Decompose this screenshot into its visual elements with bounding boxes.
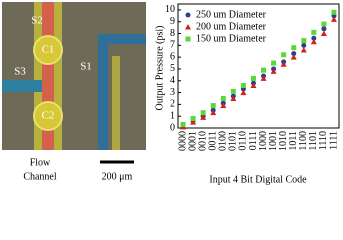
point [250, 75, 256, 81]
caption: Flow [30, 157, 51, 168]
label: C1 [42, 44, 55, 56]
y-tick-label: 5 [170, 63, 175, 74]
x-tick-label: 0110 [238, 131, 249, 151]
point [331, 9, 337, 15]
x-tick-label: 1001 [268, 131, 279, 151]
channel [98, 34, 146, 44]
point [321, 21, 327, 27]
point [321, 26, 327, 32]
point [270, 68, 277, 74]
point [210, 103, 216, 109]
point [320, 30, 327, 37]
scale-label: 200 μm [102, 171, 133, 182]
point [200, 114, 207, 120]
legend-marker [185, 12, 191, 18]
point [280, 61, 287, 67]
y-tick-label: 10 [165, 4, 175, 15]
point [220, 95, 226, 101]
point [220, 102, 227, 109]
point [311, 29, 317, 35]
point [230, 88, 236, 94]
point [301, 42, 307, 48]
x-tick-label: 0111 [248, 131, 259, 150]
point [310, 38, 317, 45]
x-tick-label: 1101 [308, 131, 319, 151]
x-tick-label: 1011 [288, 131, 299, 151]
x-tick-label: 1110 [318, 131, 329, 150]
point [250, 82, 257, 88]
x-tick-label: 0100 [218, 131, 229, 151]
y-axis-title: Output Pressure (psi) [154, 26, 165, 111]
legend-marker [185, 24, 191, 30]
point [291, 45, 297, 51]
photo-background [2, 2, 146, 150]
x-tick-label: 0000 [177, 131, 188, 151]
y-tick-label: 6 [170, 51, 175, 62]
x-tick-label: 0001 [187, 131, 198, 151]
channel [98, 34, 108, 150]
point [230, 95, 237, 101]
point [311, 35, 317, 41]
x-tick-label: 0101 [228, 131, 239, 151]
point [300, 47, 307, 53]
legend-label: 150 um Diameter [196, 33, 267, 44]
y-tick-label: 8 [170, 28, 175, 39]
x-tick-label: 1100 [298, 131, 309, 151]
y-tick-label: 3 [170, 87, 175, 98]
point [260, 75, 267, 81]
point [290, 54, 297, 60]
point [261, 67, 267, 73]
channel [2, 80, 42, 92]
label: C2 [42, 110, 55, 122]
plot-frame [177, 3, 340, 129]
label: S2 [31, 15, 43, 27]
point [240, 89, 247, 96]
figure: S2 C1 S3 S1 C2 Flow Channel 200 μm Outpu… [2, 2, 340, 185]
point [281, 52, 287, 58]
x-tick-label: 1010 [278, 131, 289, 151]
point [180, 121, 186, 127]
y-tick-label: 1 [170, 110, 175, 121]
x-axis-title: Input 4 Bit Digital Code [209, 174, 307, 185]
point [330, 16, 337, 22]
x-tick-label: 0011 [208, 131, 219, 151]
legend-label: 250 um Diameter [196, 9, 267, 20]
caption: Channel [23, 171, 57, 182]
point [190, 116, 196, 122]
x-tick-label: 1000 [258, 131, 269, 151]
point [200, 110, 206, 116]
micrograph: S2 C1 S3 S1 C2 Flow Channel 200 μm [2, 2, 146, 182]
y-tick-label: 9 [170, 16, 175, 27]
valve [33, 101, 63, 131]
valve [33, 35, 63, 65]
y-tick-label: 2 [170, 99, 175, 110]
channel [112, 56, 120, 150]
legend-marker [185, 36, 191, 42]
point [271, 60, 277, 66]
point [210, 109, 217, 116]
legend-label: 200 um Diameter [196, 21, 267, 32]
point [301, 38, 307, 44]
x-tick-label: 0010 [197, 131, 208, 151]
label: S1 [80, 61, 92, 73]
point [190, 119, 197, 125]
point [291, 51, 297, 57]
x-tick-label: 1111 [328, 131, 339, 150]
point [240, 82, 246, 88]
y-tick-label: 0 [170, 122, 175, 133]
y-tick-label: 4 [170, 75, 175, 86]
y-tick-label: 7 [170, 40, 175, 51]
label: S3 [14, 66, 26, 78]
